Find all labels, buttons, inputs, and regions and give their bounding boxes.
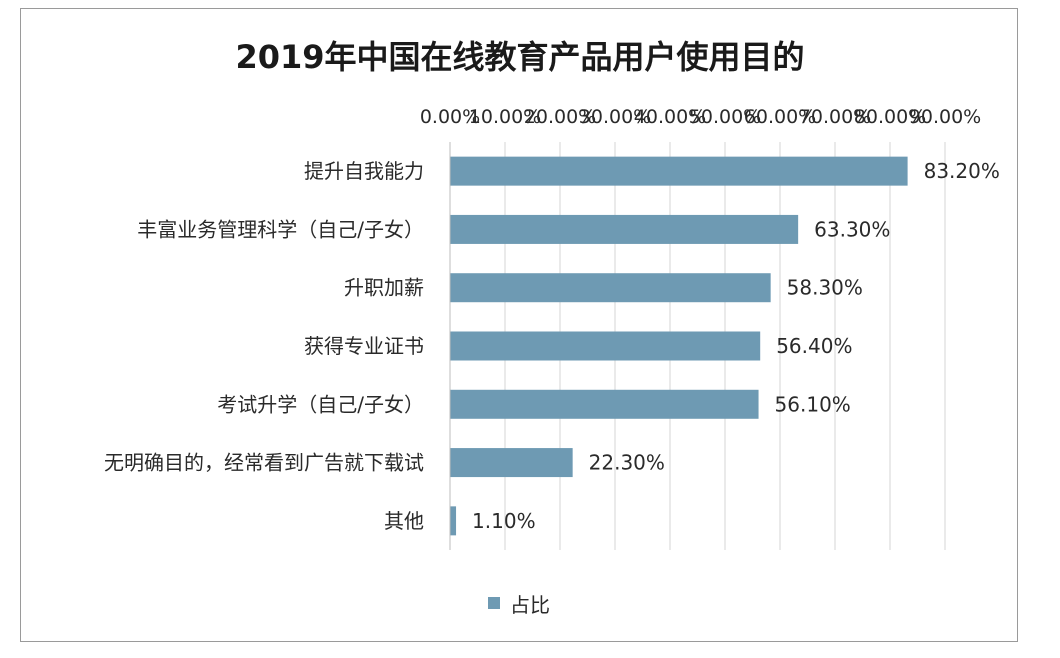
legend: 占比 bbox=[488, 590, 550, 617]
category-label: 其他 bbox=[384, 509, 424, 533]
legend-label: 占比 bbox=[510, 592, 550, 617]
data-label: 63.30% bbox=[814, 217, 890, 241]
data-label: 56.10% bbox=[775, 392, 851, 416]
bar bbox=[450, 156, 908, 186]
category-label: 获得专业证书 bbox=[304, 334, 424, 358]
x-tick-label: 90.00% bbox=[909, 106, 981, 128]
category-label: 升职加薪 bbox=[344, 276, 424, 300]
category-label: 提升自我能力 bbox=[304, 159, 424, 183]
bar bbox=[450, 448, 573, 478]
bar bbox=[450, 273, 771, 303]
x-tick-labels: 0.00%10.00%20.00%30.00%40.00%50.00%60.00… bbox=[420, 106, 981, 128]
x-tick-label: 80.00% bbox=[854, 106, 926, 128]
data-label: 22.30% bbox=[589, 451, 665, 475]
x-tick-label: 0.00% bbox=[420, 106, 480, 128]
x-tick-label: 50.00% bbox=[689, 106, 761, 128]
data-label: 56.40% bbox=[776, 334, 852, 358]
bars bbox=[450, 156, 908, 536]
chart-frame bbox=[20, 8, 1018, 642]
data-label: 83.20% bbox=[924, 159, 1000, 183]
category-label: 考试升学（自己/子女） bbox=[217, 392, 424, 416]
legend-swatch bbox=[488, 597, 500, 609]
x-tick-label: 70.00% bbox=[799, 106, 871, 128]
data-label: 1.10% bbox=[472, 509, 536, 533]
x-tick-label: 30.00% bbox=[579, 106, 651, 128]
x-tick-label: 60.00% bbox=[744, 106, 816, 128]
chart-title: 2019年中国在线教育产品用户使用目的 bbox=[235, 38, 805, 76]
x-tick-label: 10.00% bbox=[469, 106, 541, 128]
data-labels: 83.20% 63.30% 58.30% 56.40% 56.10% 22.30% 1.10… bbox=[472, 159, 1000, 533]
bar bbox=[450, 331, 761, 361]
bar bbox=[450, 506, 457, 536]
bar bbox=[450, 389, 759, 419]
x-tick-label: 20.00% bbox=[524, 106, 596, 128]
x-tick-label: 40.00% bbox=[634, 106, 706, 128]
category-label: 无明确目的，经常看到广告就下载试 bbox=[104, 451, 424, 475]
data-label: 58.30% bbox=[787, 276, 863, 300]
bar bbox=[450, 214, 799, 244]
category-label: 丰富业务管理科学（自己/子女） bbox=[137, 217, 424, 241]
